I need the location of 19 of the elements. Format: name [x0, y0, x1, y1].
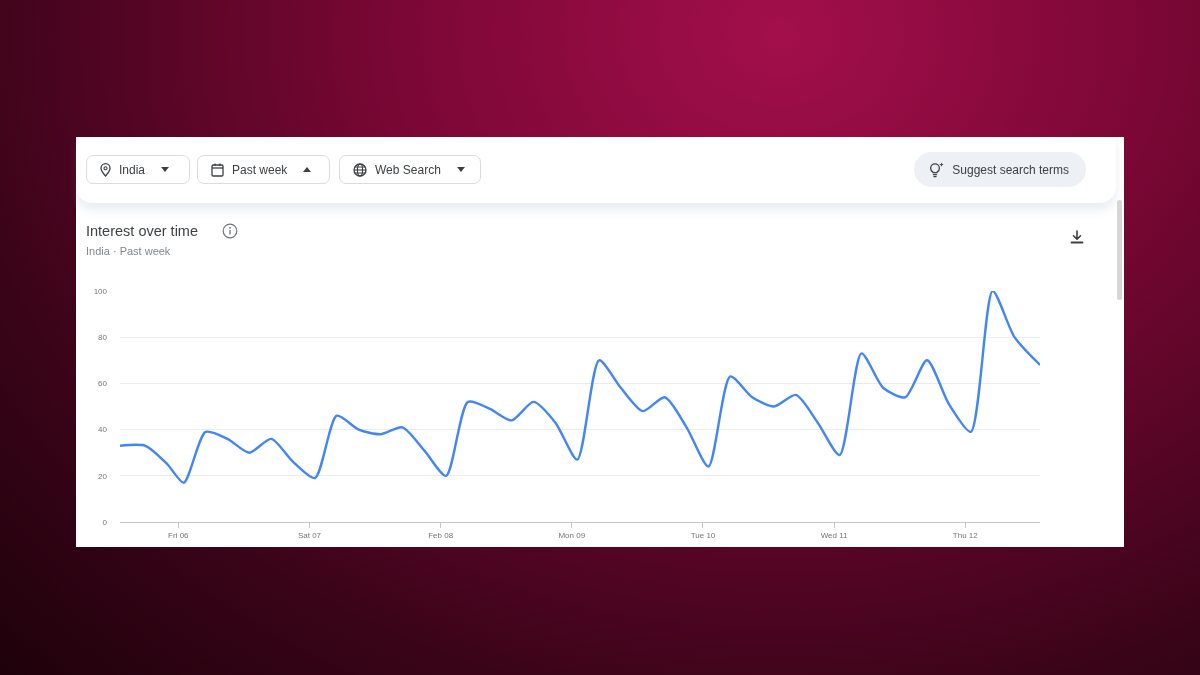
dropdown: India: [86, 155, 190, 184]
chart-title: Interest over time: [86, 222, 199, 240]
y-tick-label: 100: [93, 286, 108, 296]
dropdown: Past week: [197, 155, 330, 184]
y-tick-label: 60: [98, 379, 108, 389]
y-tick-label: 0: [102, 517, 108, 527]
y-tick-label: 40: [98, 425, 108, 435]
x-tick-label: Fri 06: [168, 530, 190, 540]
x-tick-label: Feb 08: [428, 530, 454, 540]
y-tick-label: 20: [98, 471, 108, 481]
x-tick-label: Sat 07: [297, 530, 322, 540]
y-tick-label: 80: [98, 333, 108, 342]
x-tick-label: Tue 10: [690, 530, 716, 540]
dropdown: Web Search: [339, 155, 481, 184]
button: Suggest search terms: [914, 152, 1086, 187]
x-tick-label: Wed 11: [820, 530, 849, 540]
x-tick-label: Mon 09: [558, 530, 586, 540]
x-tick-label: Thu 12: [952, 530, 979, 540]
chart-subtitle: India · Past week: [86, 244, 171, 258]
